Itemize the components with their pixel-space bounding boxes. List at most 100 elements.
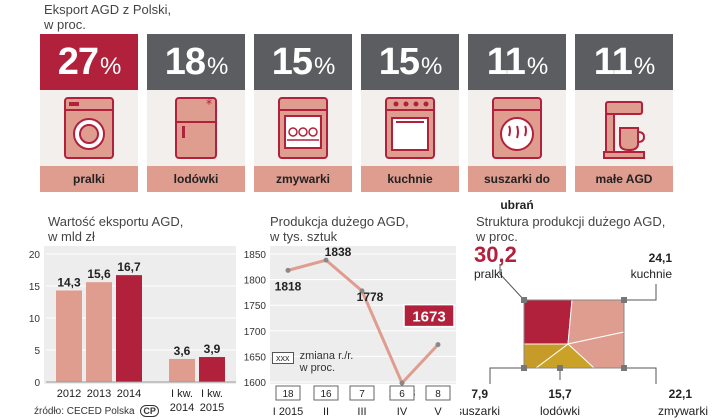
source-text: źródło: CECED Polska [34, 406, 135, 417]
pie-chart-title: Struktura produkcji dużego AGD, w proc. [476, 214, 665, 244]
slice-value-label: 30,2 [474, 242, 517, 267]
slice-name-label: zmywarki [658, 404, 708, 418]
bar-chart-title-line2: w mld zł [48, 229, 95, 244]
bar-value-label: 15,6 [87, 267, 111, 281]
line-category-label: I 2015 [273, 406, 304, 418]
category-pct: 18% [164, 41, 229, 83]
category-pct: 15% [271, 41, 336, 83]
leader-marker [621, 365, 627, 371]
export-title-line1: Eksport AGD z Polski, [44, 2, 172, 17]
bar [56, 290, 82, 382]
line-ytick-label: 1750 [244, 301, 267, 312]
line-point [285, 267, 291, 273]
bar-category-label: I kw. [171, 388, 193, 400]
bar [86, 282, 112, 382]
leader-marker [557, 365, 563, 371]
line-legend-text-line1: zmiana r./r. [299, 350, 354, 362]
bar-category-label: 2013 [87, 388, 111, 400]
bar [169, 358, 195, 382]
line-chart-title: Produkcja dużego AGD, w tys. sztuk [270, 214, 409, 244]
line-ytick-label: 1600 [244, 378, 267, 389]
bar-value-label: 14,3 [57, 275, 81, 289]
line-point [323, 257, 329, 263]
category-card-zmywarki: 15% zmywarki [254, 34, 352, 192]
category-card-suszarki: 11% suszarki do ubrań [468, 34, 566, 212]
bar-category-label: 2015 [200, 402, 224, 414]
category-label: lodówki [147, 166, 245, 192]
line-ytick-label: 1850 [244, 250, 267, 261]
leader-line [499, 264, 525, 301]
line-value-label: 1838 [325, 245, 352, 259]
line-legend: xxx zmiana r./r. w proc. [272, 350, 353, 374]
line-value-label: 1673 [412, 309, 445, 326]
line-category-label: IV [397, 406, 408, 418]
bar-ytick-label: 0 [34, 378, 40, 389]
leader-line [489, 367, 524, 384]
category-label: kuchnie [361, 166, 459, 192]
bar-ytick-label: 5 [34, 346, 40, 357]
washing-machine-icon [64, 97, 114, 159]
leader-line [624, 284, 657, 301]
leader-line [624, 367, 657, 384]
leader-marker [621, 297, 627, 303]
bar-category-label: 2014 [117, 388, 141, 400]
yoy-change-box [313, 385, 339, 401]
slice-value-label: 24,1 [649, 251, 673, 265]
coffee-maker-icon [603, 101, 646, 159]
category-pct: 15% [378, 41, 443, 83]
export-title-line2: w proc. [44, 17, 86, 32]
bar-value-label: 3,9 [204, 342, 221, 356]
bar-chart-title: Wartość eksportu AGD, w mld zł [48, 214, 183, 244]
yoy-change-value: 16 [320, 389, 332, 400]
line-category-label: II [323, 406, 329, 418]
bar-ytick-label: 15 [29, 282, 41, 293]
yoy-change-box [425, 385, 451, 401]
slice-value-label: 7,9 [471, 387, 488, 401]
slice-name-label: lodówki [540, 404, 580, 418]
line-value-label: 1818 [275, 279, 302, 293]
line-value-label: 1778 [357, 290, 384, 304]
bar-category-label: 2012 [57, 388, 81, 400]
category-pct: 11% [593, 41, 656, 83]
line-category-label: III [357, 406, 366, 418]
line-chart-title-line2: w tys. sztuk [270, 229, 338, 244]
category-label: suszarki do ubrań [468, 166, 566, 212]
line-ytick-label: 1800 [244, 276, 267, 287]
category-label: małe AGD [575, 166, 673, 192]
category-card-pralki: 27% pralki [40, 34, 138, 192]
slice-name-label: suszarki [460, 404, 500, 418]
line-category-label: V [434, 406, 442, 418]
structure-frame [523, 299, 625, 369]
bar-chart: 0 5 10 15 20 14,3 15,6 16,7 3,6 3,9 2012 2013 2014 I … [29, 250, 236, 414]
cp-logo: CP [140, 405, 159, 417]
line-point [399, 380, 405, 386]
category-pct: 11% [486, 41, 549, 83]
yoy-change-value: 7 [359, 389, 365, 400]
svg-text:*: * [206, 97, 212, 111]
category-pct: 27% [57, 41, 122, 83]
yoy-change-box [275, 385, 301, 401]
line-point [435, 342, 441, 348]
dryer-icon [492, 97, 542, 159]
yoy-change-value: 8 [435, 389, 441, 400]
line-ytick-label: 1700 [244, 327, 267, 338]
yoy-change-value: 6 [399, 389, 405, 400]
bar-ytick-label: 10 [29, 314, 41, 325]
line-chart: 1600165017001750180018501818183817781598… [244, 245, 456, 418]
bar-value-label: 16,7 [117, 260, 141, 274]
bar-category-label: 2014 [170, 402, 194, 414]
line-ytick-label: 1650 [244, 352, 267, 363]
source: źródło: CECED Polska CP [34, 405, 159, 417]
leader-marker [521, 297, 527, 303]
slice-name-label: pralki [474, 267, 503, 281]
category-label: pralki [40, 166, 138, 192]
yoy-change-box [389, 385, 415, 401]
export-title: Eksport AGD z Polski, w proc. [44, 2, 171, 32]
yoy-change-box [349, 385, 375, 401]
line-legend-text-line2: w proc. [299, 362, 336, 374]
bar [116, 275, 142, 382]
bar-ytick-label: 20 [29, 250, 41, 261]
pie-chart-title-line1: Struktura produkcji dużego AGD, [476, 214, 666, 229]
category-card-kuchnie: 15% kuchnie [361, 34, 459, 192]
